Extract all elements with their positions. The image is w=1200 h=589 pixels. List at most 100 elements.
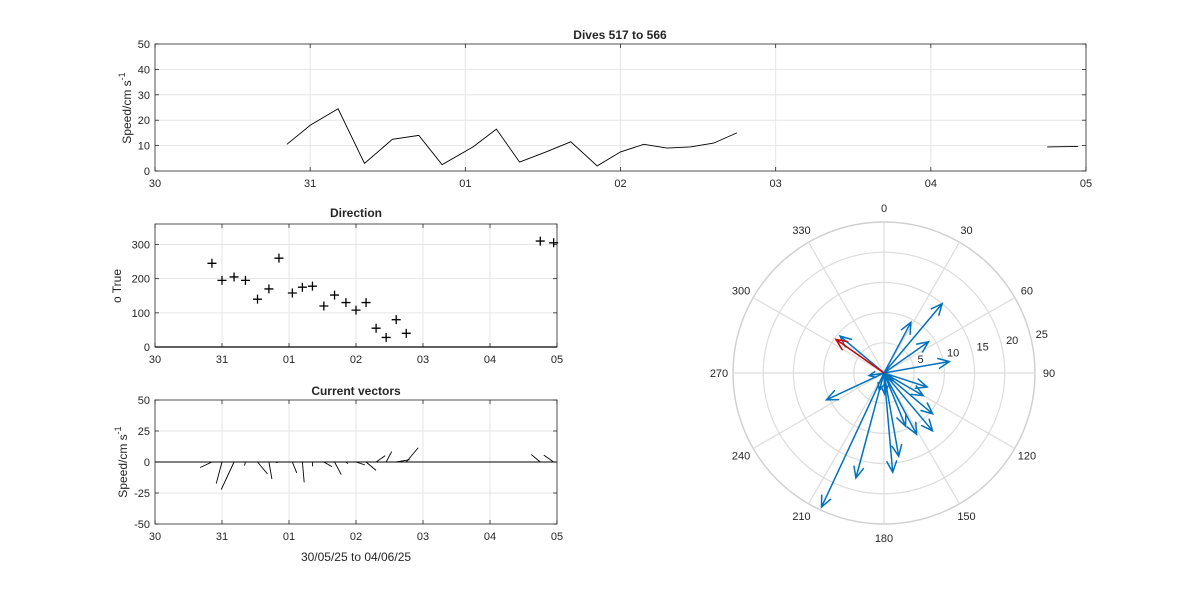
vectors-xtick-label: 03 <box>417 531 429 543</box>
vectors-xtick-label: 01 <box>283 531 295 543</box>
current-vector <box>543 454 554 463</box>
compass-angle-label: 270 <box>710 368 728 380</box>
direction-point <box>391 315 401 325</box>
direction-xtick-label: 30 <box>149 354 161 366</box>
compass-angle-label: 90 <box>1043 368 1055 380</box>
speed-title: Dives 517 to 566 <box>573 28 667 42</box>
direction-point <box>330 290 340 300</box>
vectors-ytick-label: 25 <box>138 426 150 438</box>
speed-ytick-label: 10 <box>138 141 150 153</box>
vectors-ytick-label: -50 <box>134 519 150 531</box>
direction-point <box>217 275 227 285</box>
direction-point <box>361 298 371 308</box>
compass-range-label: 25 <box>1036 329 1048 341</box>
vectors-xlabel: 30/05/25 to 04/06/25 <box>301 550 411 564</box>
direction-point <box>351 305 361 315</box>
speed-xtick-label: 30 <box>149 178 161 190</box>
speed-ytick-label: 30 <box>138 90 150 102</box>
speed-ylabel-text: Speed/cm s <box>120 80 134 143</box>
compass-vector <box>820 372 885 509</box>
compass-angle-label: 330 <box>792 225 810 237</box>
speed-xtick-label: 05 <box>1080 178 1092 190</box>
compass-vector <box>883 372 898 475</box>
compass-angle-label: 210 <box>792 511 810 523</box>
direction-point <box>264 284 274 294</box>
vectors-ytick-label: 0 <box>144 457 150 469</box>
direction-point <box>307 281 317 291</box>
current-vectors-panel: 30 31 01 02 03 04 05 -50 -25 0 25 50 <box>134 395 563 543</box>
compass-angle-label: 0 <box>881 203 887 215</box>
speed-ytick-label: 50 <box>138 39 150 51</box>
compass-angle-label: 150 <box>957 511 975 523</box>
speed-line-series-0 <box>286 108 738 167</box>
current-vector <box>220 461 235 490</box>
speed-xtick-label: 31 <box>304 178 316 190</box>
direction-panel: 30 31 01 02 03 04 05 0 100 200 300 <box>132 223 563 366</box>
compass-spoke <box>883 296 1016 374</box>
current-vector <box>355 461 365 466</box>
speed-line-series-1 <box>1047 145 1079 148</box>
current-vector <box>291 461 298 474</box>
compass-range-label: 20 <box>1006 335 1018 347</box>
compass-spoke <box>752 372 885 450</box>
speed-xtick-label: 02 <box>614 178 626 190</box>
direction-point <box>381 332 391 342</box>
direction-point <box>535 236 545 246</box>
current-vector <box>365 461 377 471</box>
vectors-ylabel: Speed/cm s-1 <box>113 426 130 497</box>
speed-xtick-label: 03 <box>770 178 782 190</box>
direction-xtick-label: 05 <box>551 354 563 366</box>
compass-vector <box>883 372 907 428</box>
vectors-ylabel-text: Speed/cm s <box>116 434 130 497</box>
current-vector <box>345 461 349 464</box>
current-vector <box>275 461 280 463</box>
compass-vector <box>877 372 886 393</box>
compass-vector <box>867 371 885 379</box>
current-vector <box>375 455 386 463</box>
speed-ytick-label: 40 <box>138 64 150 76</box>
direction-title: Direction <box>330 206 382 220</box>
direction-point <box>549 238 559 248</box>
vectors-xtick-label: 05 <box>551 531 563 543</box>
compass-angle-label: 240 <box>732 451 750 463</box>
current-vector <box>323 461 333 468</box>
compass-spoke <box>807 241 885 374</box>
vectors-title: Current vectors <box>311 384 401 398</box>
direction-point <box>287 288 297 298</box>
compass-vector <box>883 357 952 374</box>
current-vector <box>199 461 213 468</box>
vectors-xtick-label: 31 <box>216 531 228 543</box>
vectors-ytick-label: 50 <box>138 395 150 407</box>
current-vector <box>385 451 393 463</box>
compass-angle-label: 60 <box>1021 286 1033 298</box>
direction-xtick-label: 02 <box>350 354 362 366</box>
compass-vector <box>883 372 903 459</box>
direction-point <box>253 294 263 304</box>
compass-vector <box>883 320 912 374</box>
compass-vector <box>883 372 929 390</box>
current-vector <box>244 461 246 466</box>
compass-vector <box>879 372 890 396</box>
speed-panel: 30 31 01 02 03 04 05 0 10 20 30 40 50 <box>138 39 1092 190</box>
compass-spoke <box>883 241 961 374</box>
speed-ylabel: Speed/cm s-1 <box>117 72 134 143</box>
compass-angle-label: 180 <box>875 533 893 545</box>
direction-point <box>274 253 284 263</box>
compass-spoke <box>752 296 885 374</box>
current-vector <box>530 454 541 463</box>
speed-ytick-label: 0 <box>144 166 150 178</box>
compass-angle-label: 300 <box>732 286 750 298</box>
direction-point <box>207 258 217 268</box>
current-vector <box>268 461 273 480</box>
direction-ytick-label: 100 <box>132 308 150 320</box>
current-vector <box>215 461 223 484</box>
direction-point <box>319 301 329 311</box>
compass-vector <box>883 372 935 415</box>
compass-panel: 0 30 60 90 120 150 180 210 240 270 300 330 5 10 15 20 25 <box>710 203 1055 545</box>
speed-xtick-label: 01 <box>459 178 471 190</box>
compass-range-label: 10 <box>947 348 959 360</box>
compass-range-label: 5 <box>917 354 923 366</box>
direction-point <box>401 328 411 338</box>
speed-ylabel-sup: -1 <box>117 72 127 80</box>
